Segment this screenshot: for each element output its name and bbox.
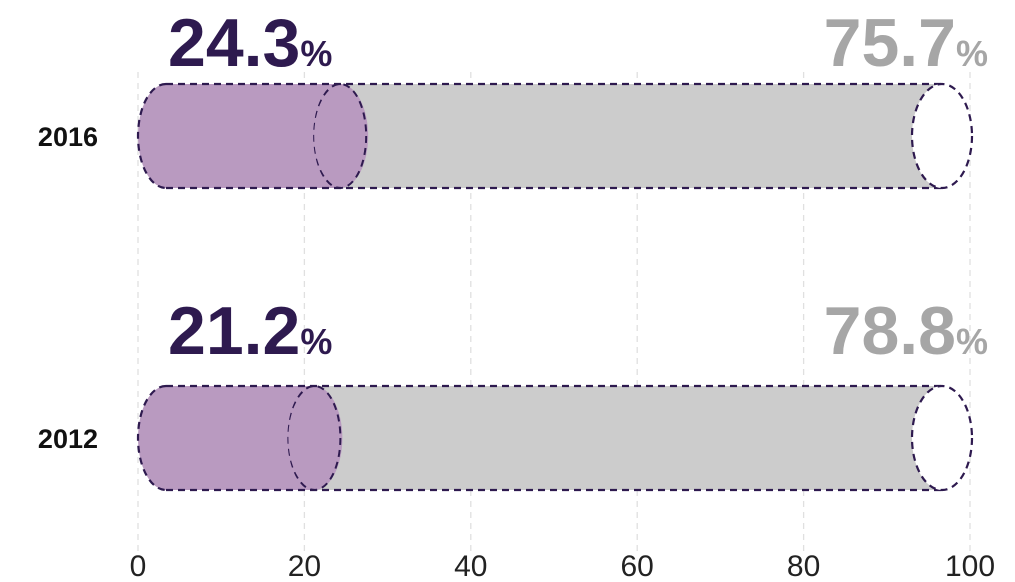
segment-boundary-mask: [288, 388, 315, 488]
bar-segment-rest: [312, 84, 942, 188]
x-tick-label: 20: [288, 550, 321, 582]
value-label-rest: 78.8%: [824, 293, 988, 369]
x-axis-ticks: 0 20 40 60 80 100: [130, 550, 995, 582]
bar-end-cap: [910, 82, 974, 190]
bar-outline: [136, 82, 942, 190]
value-label-rest: 75.7%: [824, 5, 988, 81]
x-tick-label: 60: [621, 550, 654, 582]
value-label-share: 24.3%: [168, 5, 332, 81]
bar-end-cap: [910, 384, 974, 492]
segment-boundary-mask: [314, 86, 341, 186]
x-tick-label: 100: [945, 550, 995, 582]
bar-outline: [136, 384, 942, 492]
bar-segment-rest: [286, 386, 942, 490]
value-label-share: 21.2%: [168, 293, 332, 369]
category-label: 2012: [38, 424, 98, 454]
x-tick-label: 40: [454, 550, 487, 582]
labels-layer: 2016 24.3% 75.7% 2012 21.2% 78.8%: [38, 5, 988, 454]
x-tick-label: 0: [130, 550, 147, 582]
bar-segment-share: [138, 84, 369, 188]
x-tick-label: 80: [787, 550, 820, 582]
category-label: 2016: [38, 122, 98, 152]
bars-layer: [136, 82, 974, 492]
